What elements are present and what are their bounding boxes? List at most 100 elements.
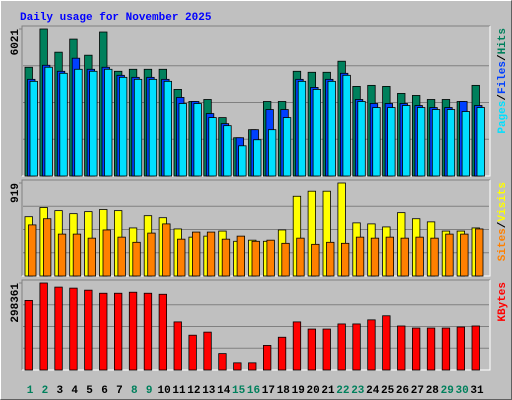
bar [411, 327, 421, 371]
bar [84, 289, 93, 371]
x-tick-label: 15 [232, 385, 246, 397]
legend-separator: / [497, 94, 509, 101]
legend-entry: Visits [497, 182, 509, 222]
x-tick-label: 10 [157, 385, 170, 397]
bar [322, 328, 331, 371]
x-tick-label: 9 [146, 385, 153, 397]
legend-separator: / [497, 54, 509, 61]
bar [415, 236, 424, 277]
x-tick-label: 16 [247, 385, 260, 397]
bar [357, 101, 366, 177]
bar [311, 243, 320, 277]
y-tick-label: 298361 [10, 283, 22, 323]
bar [372, 107, 381, 177]
bar [367, 319, 376, 371]
bar [59, 72, 68, 177]
bar [203, 331, 212, 371]
x-tick-label: 28 [426, 385, 440, 397]
x-tick-label: 4 [71, 385, 78, 397]
bar [188, 334, 197, 371]
bar [262, 345, 272, 371]
bar [312, 89, 322, 177]
x-tick-label: 17 [262, 385, 275, 397]
bar [236, 235, 246, 277]
x-tick-label: 7 [116, 385, 123, 397]
legend-entry: Pages [497, 101, 509, 134]
bar [238, 145, 247, 177]
x-tick-label: 6 [101, 385, 108, 397]
bar [441, 327, 451, 371]
bar [143, 292, 153, 371]
bar [54, 286, 63, 371]
bar [307, 328, 317, 371]
legend-entry: Hits [497, 28, 509, 54]
bar [173, 321, 182, 371]
bar [446, 109, 456, 177]
legend-entry: Sites [497, 228, 509, 261]
bar [337, 323, 346, 371]
bar [128, 291, 138, 371]
bar [382, 315, 391, 371]
bar [87, 237, 96, 277]
bar [416, 107, 426, 177]
x-tick-label: 14 [217, 385, 231, 397]
bar [43, 218, 52, 277]
legend: KBytes [497, 282, 509, 322]
x-tick-label: 20 [306, 385, 319, 397]
bar [385, 236, 395, 277]
x-tick-label: 27 [411, 385, 424, 397]
bar [39, 282, 48, 371]
x-tick-label: 21 [321, 385, 335, 397]
x-tick-label: 1 [27, 385, 34, 397]
bar [147, 232, 156, 277]
bar [24, 300, 33, 371]
bar [132, 241, 141, 277]
x-tick-label: 11 [172, 385, 186, 397]
bar [163, 80, 173, 177]
bar [355, 236, 365, 277]
bar [431, 109, 441, 177]
bar [206, 231, 216, 277]
x-tick-label: 22 [336, 385, 349, 397]
bar [162, 223, 171, 277]
bar [460, 233, 469, 277]
legend-separator: / [497, 221, 509, 228]
bar [191, 231, 201, 277]
bar [193, 103, 202, 177]
bar [148, 78, 158, 177]
bar [251, 240, 260, 277]
x-tick-label: 31 [470, 385, 484, 397]
bar [430, 237, 439, 277]
x-tick-label: 29 [441, 385, 454, 397]
bar [471, 325, 480, 371]
bar [296, 237, 305, 277]
bar [177, 238, 186, 277]
bar [397, 325, 406, 371]
bar [221, 238, 231, 277]
x-tick-label: 19 [292, 385, 305, 397]
legend-entry: KBytes [497, 282, 509, 322]
x-tick-label: 12 [187, 385, 200, 397]
x-tick-label: 18 [277, 385, 291, 397]
bar [158, 293, 168, 371]
bar [297, 80, 307, 177]
bar [74, 68, 83, 177]
bar [117, 236, 126, 277]
bar [282, 117, 292, 177]
legend: Pages/Files/Hits [497, 28, 509, 134]
legend: Sites/Visits [497, 182, 509, 261]
bar [44, 66, 53, 177]
bar [352, 323, 361, 371]
bar [29, 80, 38, 177]
bar [114, 292, 123, 371]
x-tick-label: 30 [455, 385, 468, 397]
bar [89, 70, 98, 177]
bar [208, 117, 217, 177]
bar [133, 78, 143, 177]
bar [233, 362, 242, 371]
bar [461, 111, 471, 177]
x-tick-label: 3 [56, 385, 63, 397]
x-tick-label: 8 [131, 385, 138, 397]
panel-border-dark [21, 279, 490, 370]
